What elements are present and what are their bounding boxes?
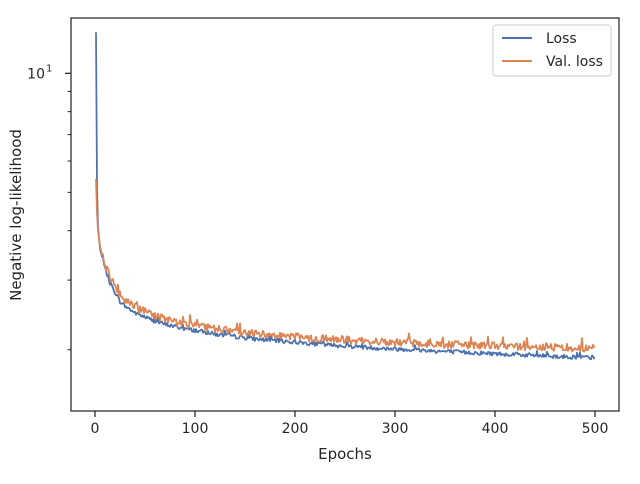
y-tick-label-0: 10: [27, 66, 45, 82]
y-axis-label: Negative log-likelihood: [7, 129, 25, 301]
legend-label-loss: Loss: [546, 31, 577, 47]
x-tick-label-2: 200: [282, 421, 309, 437]
series-line-val-loss: [95, 179, 596, 353]
axis-ticks: 0 100 200 300 400 500 10 1: [27, 63, 608, 437]
plot-area: [95, 32, 596, 361]
plot-frame: [70, 17, 620, 412]
x-tick-label-5: 500: [582, 421, 609, 437]
x-tick-label-0: 0: [91, 421, 100, 437]
x-tick-label-4: 400: [482, 421, 509, 437]
x-tick-label-3: 300: [382, 421, 409, 437]
series-line-loss: [95, 32, 596, 361]
x-tick-label-1: 100: [182, 421, 209, 437]
legend: Loss Val. loss: [492, 24, 612, 77]
legend-label-val-loss: Val. loss: [546, 54, 603, 70]
y-tick-label-exponent-0: 1: [46, 63, 52, 74]
x-axis-label: Epochs: [318, 445, 372, 463]
